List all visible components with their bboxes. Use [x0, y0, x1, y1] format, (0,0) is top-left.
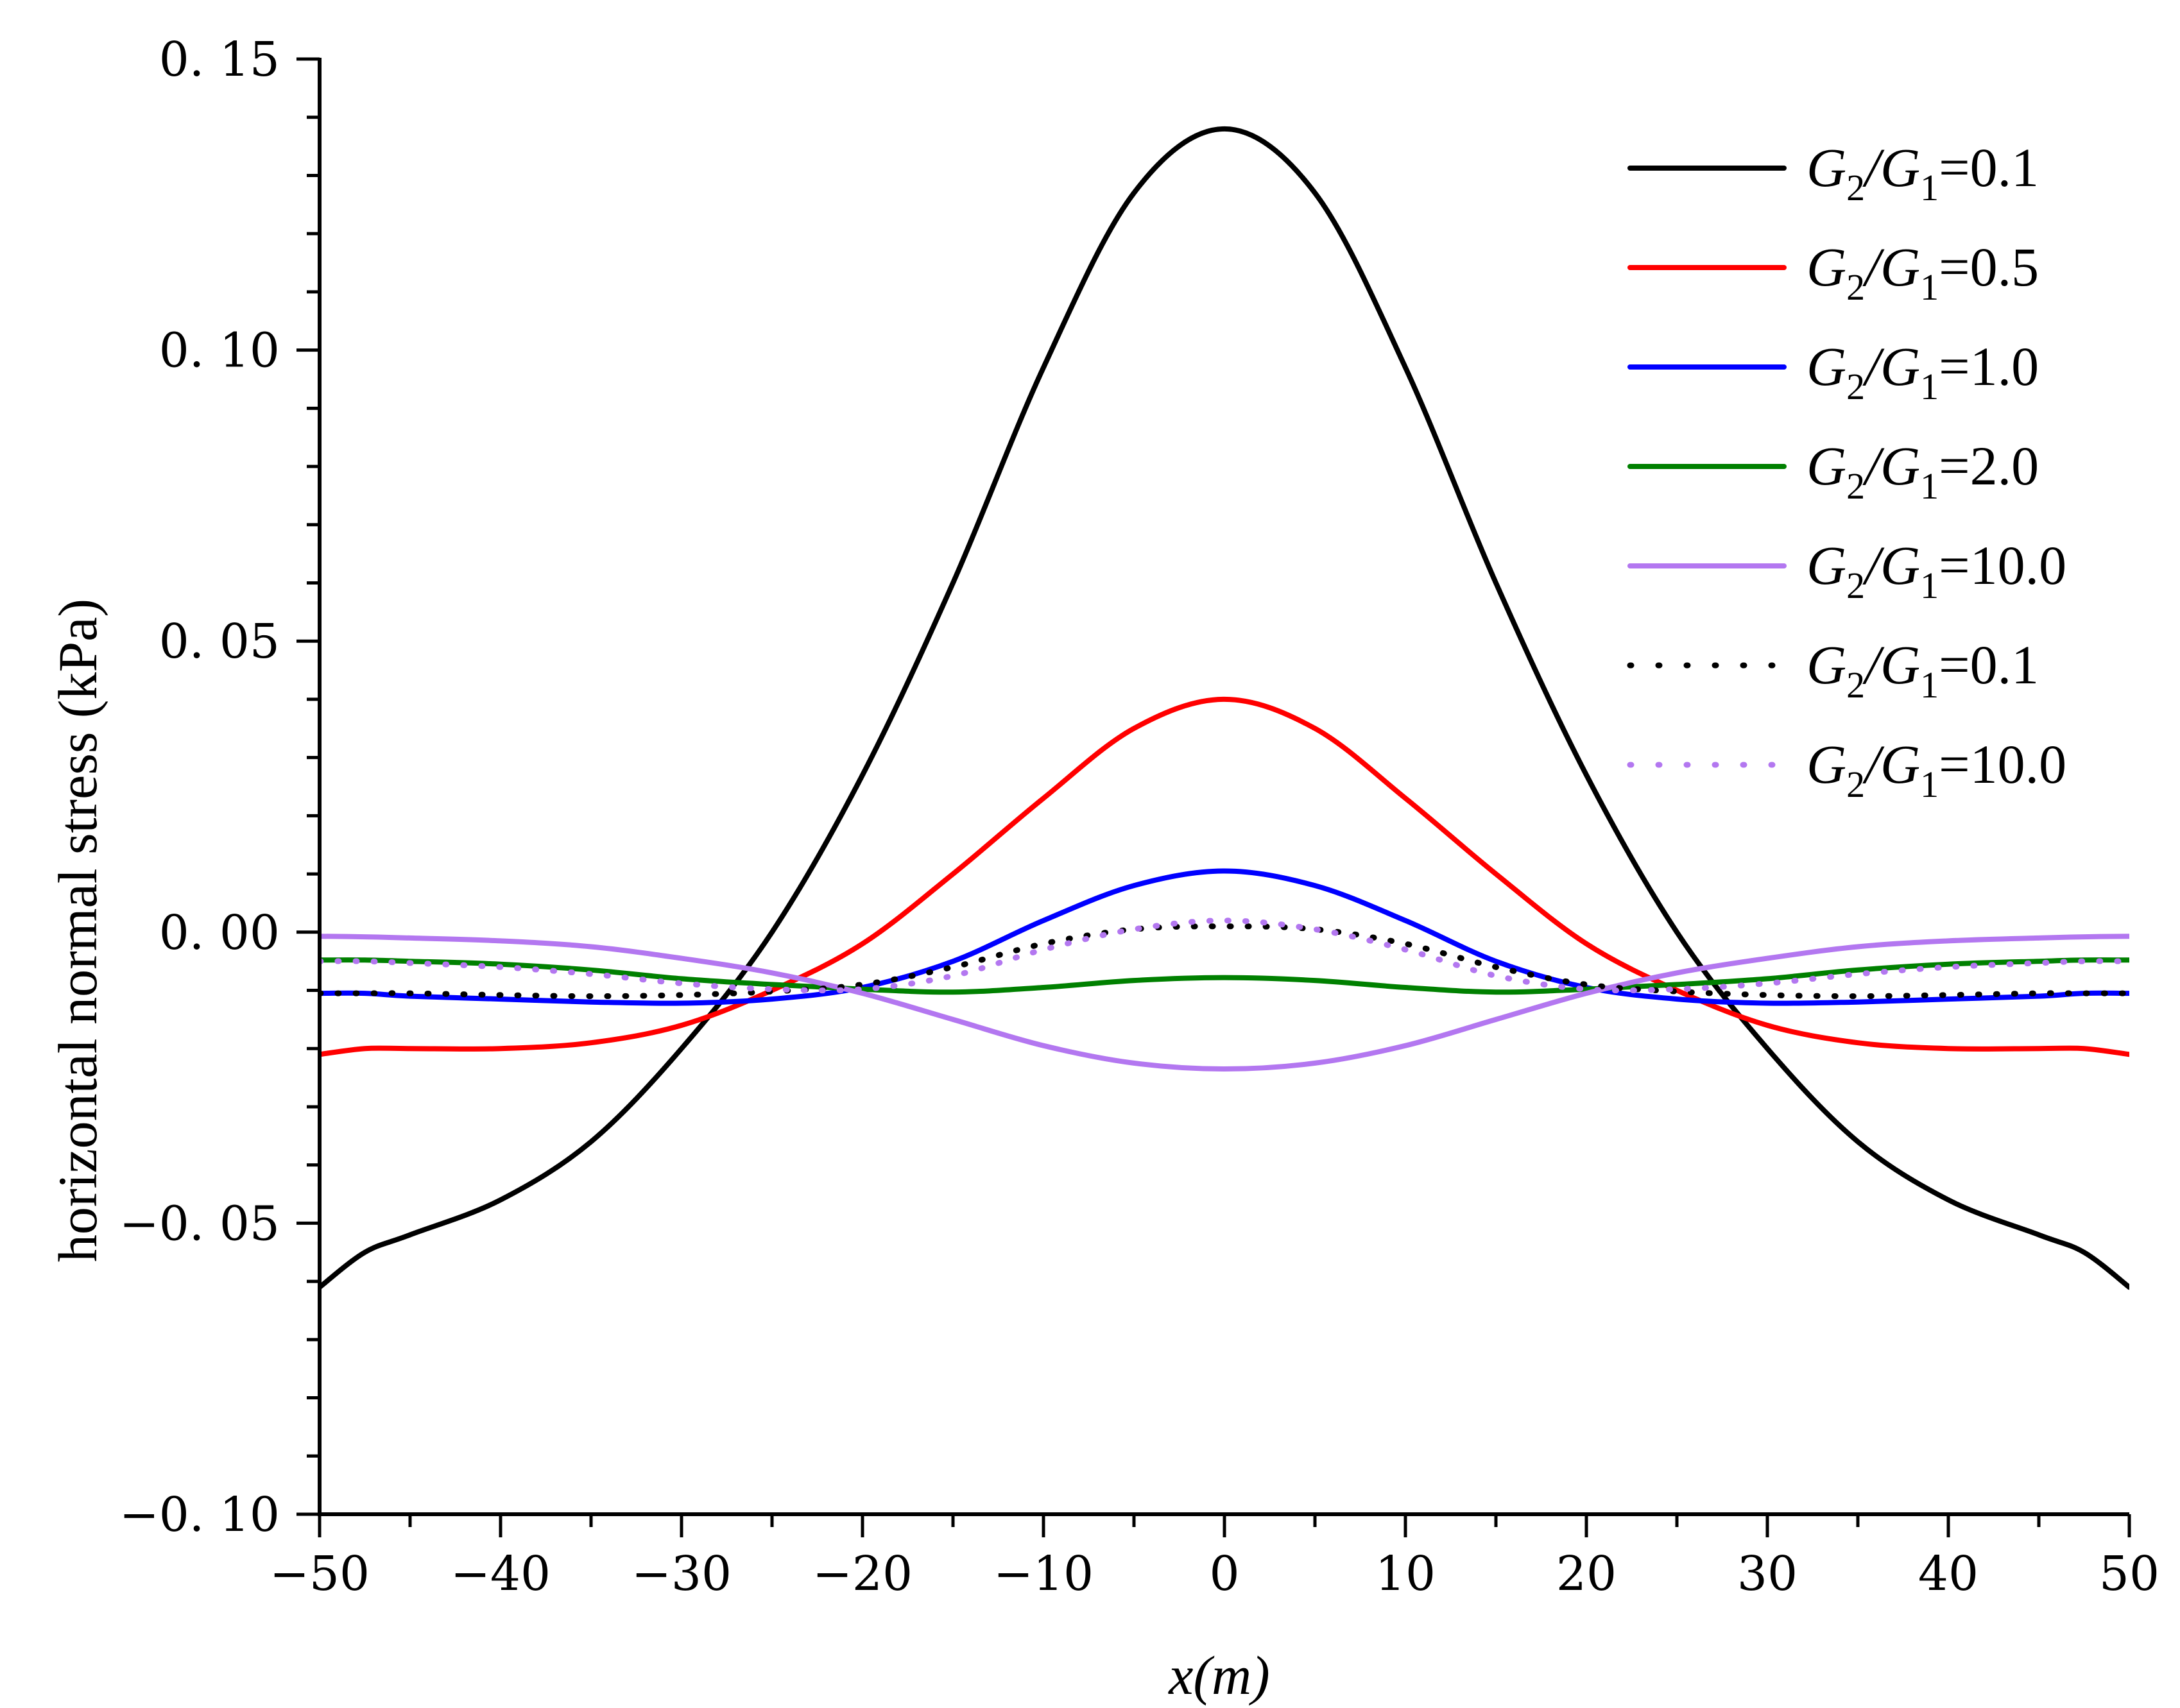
x-tick-label: 20: [1556, 1546, 1617, 1601]
legend-label-3: G2/G1=1.0: [1807, 336, 2039, 407]
y-tick-label: 0. 15: [159, 32, 280, 87]
y-tick-label: 0. 05: [159, 614, 280, 669]
series-layer: [320, 126, 2129, 1290]
legend-label-4: G2/G1=2.0: [1807, 435, 2039, 507]
y-tick-label: 0. 00: [159, 905, 280, 961]
y-tick-label: −0. 05: [119, 1196, 280, 1251]
x-tick-label: 40: [1918, 1546, 1978, 1601]
legend-label-2: G2/G1=0.5: [1807, 236, 2039, 308]
x-tick-label: 10: [1375, 1546, 1436, 1601]
tick-layer: −50 −40 −30 −20 −10 0 10 20 30 40 50 −0. 10 −0. 05 0.…: [119, 32, 2159, 1601]
x-tick-label: −10: [993, 1546, 1094, 1601]
x-tick-label: −20: [812, 1546, 913, 1601]
y-tick-label: 0. 10: [159, 323, 280, 379]
legend: G2/G1=0.1 G2/G1=0.5 G2/G1=1.0 G2/G1=2.0 G2/G…: [1627, 137, 2066, 805]
series-line-7: [320, 918, 2129, 994]
x-tick-label: 30: [1737, 1546, 1798, 1601]
x-axis-title: x(m): [1167, 1644, 1270, 1706]
series-line-1: [320, 126, 2129, 1290]
series-line-4: [320, 957, 2129, 995]
legend-label-5: G2/G1=10.0: [1807, 534, 2066, 606]
x-tick-label: 50: [2099, 1546, 2159, 1601]
series-line-6: [320, 923, 2129, 1000]
legend-label-1: G2/G1=0.1: [1807, 137, 2039, 209]
y-axis-title: horizontal normal stress (kPa): [47, 599, 108, 1262]
legend-label-7: G2/G1=10.0: [1807, 733, 2066, 805]
series-line-3: [320, 868, 2129, 1006]
y-tick-label: −0. 10: [119, 1487, 280, 1542]
x-tick-label: −30: [631, 1546, 732, 1601]
series-line-2: [320, 696, 2129, 1057]
x-tick-label: −40: [451, 1546, 551, 1601]
x-tick-label: 0: [1209, 1546, 1239, 1601]
legend-label-6: G2/G1=0.1: [1807, 634, 2039, 706]
series-line-5: [320, 934, 2129, 1072]
x-tick-label: −50: [270, 1546, 370, 1601]
